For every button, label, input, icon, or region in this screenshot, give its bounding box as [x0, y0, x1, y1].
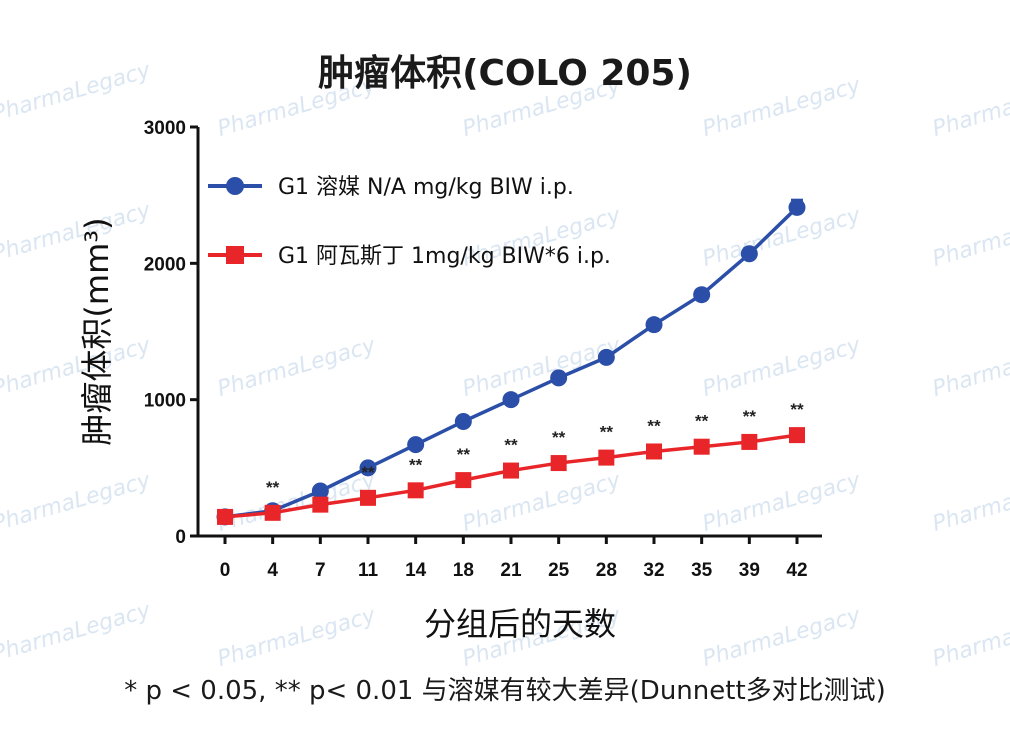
legend-label: G1 阿瓦斯丁 1mg/kg BIW*6 i.p. [278, 244, 611, 269]
legend-label: G1 溶媒 N/A mg/kg BIW i.p. [278, 175, 574, 200]
significance-label: ** [504, 436, 518, 455]
data-point [693, 438, 710, 455]
y-tick-label: 3000 [144, 118, 186, 139]
data-point [646, 443, 662, 460]
significance-label: ** [790, 400, 804, 419]
data-point [360, 489, 376, 506]
data-point [407, 436, 425, 454]
data-point [264, 504, 281, 521]
data-point [788, 198, 806, 216]
data-point [455, 472, 472, 489]
data-point [407, 482, 424, 499]
data-point [597, 348, 615, 366]
x-tick-label: 35 [691, 560, 713, 581]
y-axis-title: 肿瘤体积(mm³) [78, 217, 116, 445]
data-point [312, 496, 329, 513]
significance-label: ** [361, 463, 375, 482]
chart-title: 肿瘤体积(COLO 205) [318, 53, 692, 94]
significance-label: ** [457, 445, 471, 464]
data-point [359, 459, 377, 477]
y-tick-label: 0 [175, 527, 186, 548]
significance-label: ** [695, 412, 709, 431]
x-tick-label: 42 [786, 560, 807, 581]
legend-marker [226, 246, 244, 264]
legend-marker [226, 177, 244, 195]
data-point [454, 412, 472, 430]
data-point [741, 433, 758, 450]
x-tick-label: 28 [596, 560, 617, 581]
data-point [693, 286, 711, 304]
x-tick-label: 11 [358, 560, 379, 581]
data-point [740, 245, 758, 263]
data-point [789, 427, 805, 444]
x-tick-label: 39 [739, 560, 760, 581]
x-tick-label: 4 [267, 560, 278, 581]
x-tick-label: 0 [220, 560, 231, 581]
significance-label: ** [409, 455, 423, 474]
data-point [550, 369, 568, 387]
x-tick-label: 25 [548, 560, 570, 581]
data-point [503, 462, 519, 479]
significance-label: ** [743, 407, 757, 426]
y-tick-label: 2000 [144, 254, 186, 275]
significance-label: ** [647, 416, 661, 435]
significance-label: ** [266, 478, 280, 497]
data-point [598, 449, 615, 466]
data-point [645, 316, 663, 334]
significance-label: ** [552, 428, 566, 447]
x-tick-label: 14 [405, 560, 427, 581]
x-tick-label: 32 [643, 560, 664, 581]
significance-label: ** [600, 423, 614, 442]
x-tick-label: 7 [315, 560, 326, 581]
data-point [217, 508, 233, 525]
x-axis-title: 分组后的天数 [424, 605, 616, 643]
data-point [311, 482, 329, 500]
data-point [550, 455, 567, 472]
data-point [502, 391, 520, 409]
x-tick-label: 18 [453, 560, 474, 581]
footnote: * p < 0.05, ** p< 0.01 与溶媒有较大差异(Dunnett多… [124, 676, 886, 706]
x-tick-label: 21 [500, 560, 522, 581]
y-tick-label: 1000 [144, 391, 186, 412]
